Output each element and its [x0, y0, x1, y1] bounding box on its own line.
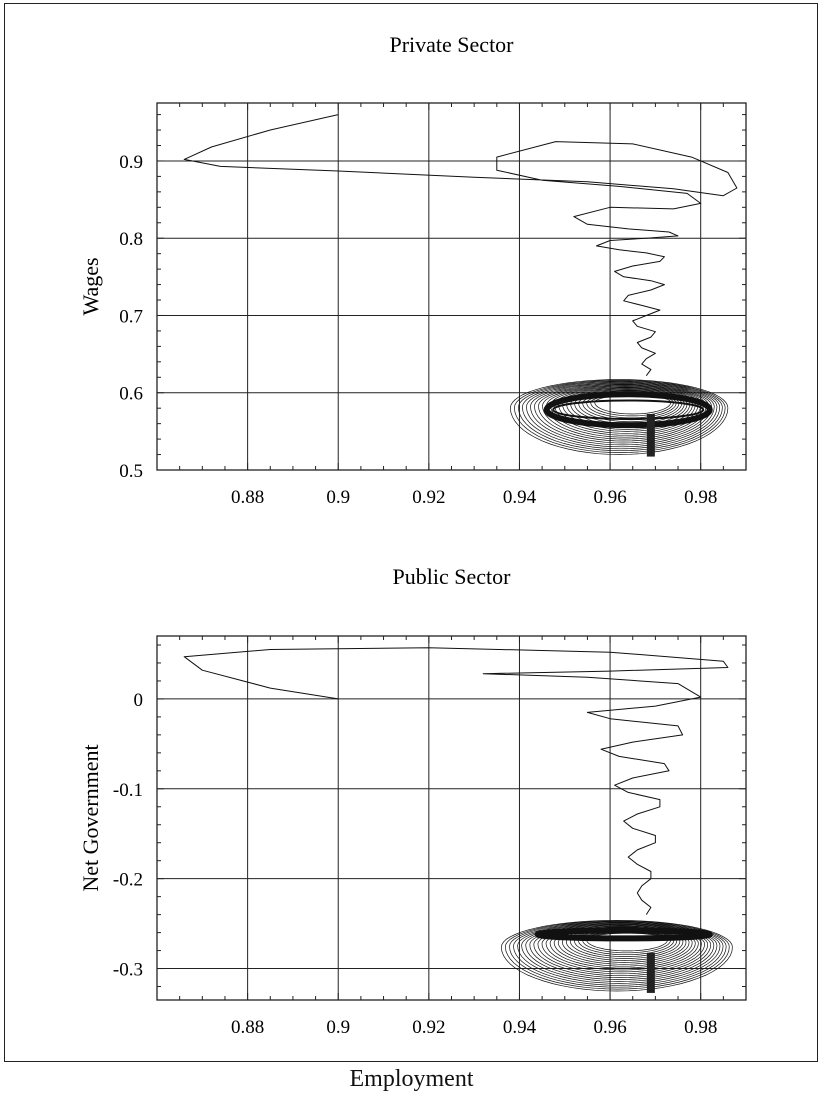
- x-tick-label: 0.98: [684, 487, 717, 508]
- attractor-orbit: [509, 921, 727, 988]
- x-tick-label: 0.96: [593, 487, 626, 508]
- x-axis-label: Employment: [349, 1066, 474, 1092]
- dense-trajectory-column: [646, 413, 655, 457]
- attractor-orbit: [530, 382, 715, 446]
- attractor-orbit: [525, 923, 715, 980]
- x-tick-label: 0.88: [231, 1017, 264, 1038]
- y-tick-label: -0.3: [113, 960, 143, 981]
- dense-trajectory-column: [646, 952, 655, 993]
- y-tick-label: -0.1: [113, 780, 143, 801]
- attractor-orbit: [534, 383, 712, 444]
- attractor-orbit: [513, 921, 724, 986]
- x-tick-label: 0.9: [326, 487, 350, 508]
- chart-title: Private Sector: [389, 32, 514, 57]
- x-tick-label: 0.94: [503, 487, 537, 508]
- attractor-orbit: [514, 379, 726, 453]
- attractor-orbit: [538, 384, 710, 442]
- y-axis-label: Wages: [78, 257, 103, 315]
- y-tick-label: 0.9: [119, 152, 143, 173]
- x-tick-label: 0.96: [593, 1017, 626, 1038]
- y-tick-label: 0: [134, 690, 144, 711]
- limit-cycle: [534, 927, 713, 942]
- attractor-orbit: [533, 924, 709, 977]
- private-sector-panel: Private Sector Wages 0.88 0.9 0.92 0.94 0.96…: [78, 32, 747, 508]
- limit-cycle-inner: [552, 399, 705, 421]
- attractor-orbit: [522, 381, 721, 450]
- public-sector-panel: Public Sector Net Government 0.88 0.9 0.92…: [78, 564, 747, 1038]
- y-axis-label: Net Government: [78, 744, 103, 891]
- attractor-orbit: [510, 379, 729, 455]
- attractor-orbit: [542, 385, 707, 440]
- trajectory-line: [183, 114, 738, 377]
- y-tick-label: 0.5: [119, 461, 143, 482]
- figure-frame: [4, 3, 818, 1062]
- y-tick-label: 0.6: [119, 384, 143, 405]
- x-tick-label: 0.92: [412, 487, 445, 508]
- limit-cycle-inner: [543, 930, 704, 938]
- x-tick-label: 0.88: [231, 487, 264, 508]
- trajectory-line: [183, 647, 729, 915]
- chart-title: Public Sector: [393, 564, 512, 589]
- attractor-orbit: [500, 919, 733, 992]
- attractor-orbit: [529, 924, 712, 978]
- x-tick-label: 0.92: [412, 1017, 445, 1038]
- plot-frame: [156, 635, 747, 1001]
- limit-cycle: [543, 391, 713, 429]
- y-tick-label: 0.8: [119, 229, 143, 250]
- attractor-orbit: [518, 380, 723, 452]
- x-tick-label: 0.98: [684, 1017, 717, 1038]
- y-tick-label: -0.2: [113, 870, 143, 891]
- attractor-orbit: [505, 920, 730, 990]
- attractor-orbit: [521, 923, 718, 982]
- x-tick-label: 0.9: [326, 1017, 350, 1038]
- y-tick-label: 0.7: [119, 306, 143, 327]
- attractor-orbit: [517, 922, 721, 984]
- x-tick-label: 0.94: [503, 1017, 537, 1038]
- attractor-orbit: [526, 382, 718, 448]
